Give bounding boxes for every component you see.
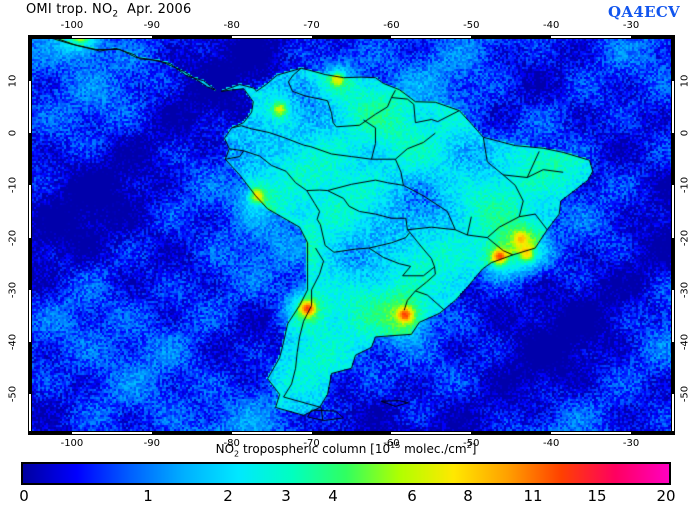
y-axis-tick-label-right: -50 (679, 386, 691, 403)
x-axis-tick-label-bottom: -80 (223, 438, 240, 449)
axis-frame-dash (231, 432, 312, 434)
cbar-label-close: ] (471, 442, 477, 456)
colorbar (21, 462, 671, 485)
axis-frame-dash (29, 80, 31, 134)
y-axis-tick-label-left: 0 (7, 129, 19, 137)
y-axis-tick-label-right: 0 (679, 129, 691, 137)
cbar-label-sub: 2 (234, 449, 240, 459)
colorbar-tick-label: 4 (328, 487, 338, 505)
title-period: Apr. 2006 (127, 2, 192, 17)
y-axis-tick-label-right: -40 (679, 333, 691, 351)
x-axis-tick-label-bottom: -50 (463, 438, 480, 449)
axis-frame-dash (672, 289, 674, 343)
cbar-label-sup: 15 (390, 441, 401, 450)
x-axis-tick-label-bottom: -30 (622, 438, 640, 449)
cbar-label-mid: tropospheric column [10 (239, 442, 391, 456)
y-axis-tick-label-left: -50 (7, 386, 19, 403)
y-axis-tick-label-right: -20 (679, 229, 691, 246)
axis-frame-dash (391, 432, 472, 434)
x-axis-tick-label-bottom: -40 (543, 438, 560, 449)
x-axis-tick-label-top: -30 (622, 20, 640, 31)
y-axis-tick-label-left: -30 (7, 281, 19, 299)
no2-map-canvas (32, 39, 671, 431)
x-axis-tick-label-bottom: -60 (383, 438, 400, 449)
colorbar-tick-label: 8 (463, 487, 473, 505)
axis-frame-dash (71, 432, 152, 434)
colorbar-tick-label: 15 (587, 487, 607, 505)
colorbar-gradient (23, 464, 669, 483)
axis-frame-dash (672, 80, 674, 134)
y-axis-tick-label-right: -30 (679, 281, 691, 299)
y-axis-tick-label-left: -20 (7, 229, 19, 246)
axis-frame-dash (672, 185, 674, 238)
axis-frame-dash (29, 289, 31, 343)
axis-frame-dash (231, 36, 312, 38)
colorbar-tick-label: 20 (656, 487, 676, 505)
x-axis-tick-label-top: -60 (383, 20, 400, 31)
axis-frame-dash (551, 36, 632, 38)
x-axis-tick-label-bottom: -70 (303, 438, 320, 449)
colorbar-tick-label: 2 (223, 487, 233, 505)
cbar-label-prefix: NO (215, 442, 235, 456)
cbar-label-suffix: molec./cm (400, 442, 467, 456)
colorbar-tick-label: 3 (281, 487, 291, 505)
x-axis-tick-label-bottom: -90 (143, 438, 160, 449)
cbar-label-sup2: 2 (466, 441, 472, 450)
colorbar-tick-label: 6 (407, 487, 417, 505)
colorbar-tick-label: 11 (523, 487, 543, 505)
x-axis-tick-label-top: -100 (60, 20, 84, 31)
page-title: OMI trop. NO2 Apr. 2006 (26, 2, 191, 20)
map-plot-frame (28, 35, 675, 435)
colorbar-title: NO2 tropospheric column [1015 molec./cm2… (216, 441, 477, 458)
qa4ecv-logo: QA4ECV (608, 3, 680, 21)
x-axis-tick-label-top: -50 (463, 20, 480, 31)
y-axis-tick-label-right: -10 (679, 177, 691, 194)
y-axis-tick-label-right: 10 (679, 74, 691, 88)
y-axis-tick-label-left: -40 (7, 333, 19, 351)
title-instrument: OMI trop. NO (26, 2, 113, 17)
x-axis-tick-label-top: -90 (143, 20, 160, 31)
axis-frame-dash (551, 432, 632, 434)
y-axis-tick-label-left: -10 (7, 177, 19, 194)
axis-frame-dash (672, 394, 674, 431)
axis-frame-dash (29, 394, 31, 431)
x-axis-tick-label-top: -40 (543, 20, 560, 31)
axis-frame-dash (391, 36, 472, 38)
x-axis-tick-label-top: -80 (223, 20, 240, 31)
x-axis-tick-label-top: -70 (303, 20, 320, 31)
y-axis-tick-label-left: 10 (7, 74, 19, 88)
x-axis-tick-label-bottom: -100 (60, 438, 84, 449)
colorbar-tick-label: 0 (19, 487, 29, 505)
axis-frame-dash (29, 185, 31, 238)
colorbar-tick-label: 1 (143, 487, 153, 505)
title-subscript: 2 (112, 9, 119, 20)
axis-frame-dash (71, 36, 152, 38)
